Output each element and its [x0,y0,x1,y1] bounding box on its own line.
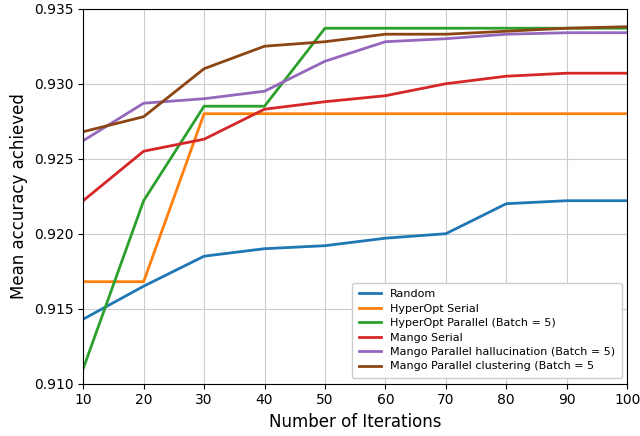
Random [260,246,268,251]
HyperOpt Serial [381,111,389,116]
Mango Parallel clustering (Batch = 5 [502,29,510,34]
Mango Parallel hallucination (Batch = 5) [79,138,87,143]
HyperOpt Parallel (Batch = 5) [623,26,631,31]
Line: HyperOpt Serial: HyperOpt Serial [83,114,627,282]
HyperOpt Parallel (Batch = 5) [200,104,208,109]
HyperOpt Serial [502,111,510,116]
Mango Parallel clustering (Batch = 5 [79,129,87,134]
Mango Serial [260,106,268,112]
Random [200,254,208,259]
Mango Serial [381,93,389,99]
Mango Parallel clustering (Batch = 5 [321,39,329,44]
Mango Serial [321,99,329,104]
Mango Serial [79,198,87,203]
Mango Parallel hallucination (Batch = 5) [321,58,329,64]
HyperOpt Parallel (Batch = 5) [381,26,389,31]
Legend: Random, HyperOpt Serial, HyperOpt Parallel (Batch = 5), Mango Serial, Mango Para: Random, HyperOpt Serial, HyperOpt Parall… [352,283,621,378]
Line: HyperOpt Parallel (Batch = 5): HyperOpt Parallel (Batch = 5) [83,28,627,369]
Mango Parallel hallucination (Batch = 5) [260,89,268,94]
Y-axis label: Mean accuracy achieved: Mean accuracy achieved [10,93,28,299]
Random [442,231,450,236]
Random [140,283,147,289]
Mango Parallel hallucination (Batch = 5) [200,96,208,101]
HyperOpt Serial [563,111,571,116]
Mango Parallel clustering (Batch = 5 [623,24,631,29]
HyperOpt Serial [140,279,147,284]
HyperOpt Serial [260,111,268,116]
Line: Mango Serial: Mango Serial [83,73,627,201]
Mango Parallel clustering (Batch = 5 [260,44,268,49]
HyperOpt Parallel (Batch = 5) [79,366,87,371]
Mango Parallel clustering (Batch = 5 [381,31,389,37]
Line: Mango Parallel hallucination (Batch = 5): Mango Parallel hallucination (Batch = 5) [83,33,627,141]
Line: Mango Parallel clustering (Batch = 5: Mango Parallel clustering (Batch = 5 [83,27,627,132]
Mango Serial [502,74,510,79]
Mango Parallel hallucination (Batch = 5) [381,39,389,44]
Mango Parallel hallucination (Batch = 5) [140,101,147,106]
Mango Parallel clustering (Batch = 5 [140,114,147,119]
Random [502,201,510,206]
Random [563,198,571,203]
HyperOpt Serial [79,279,87,284]
Random [623,198,631,203]
Mango Parallel hallucination (Batch = 5) [502,31,510,37]
HyperOpt Parallel (Batch = 5) [140,198,147,203]
Mango Parallel clustering (Batch = 5 [442,31,450,37]
X-axis label: Number of Iterations: Number of Iterations [269,413,442,431]
Mango Serial [140,149,147,154]
Line: Random: Random [83,201,627,319]
HyperOpt Parallel (Batch = 5) [321,26,329,31]
HyperOpt Serial [623,111,631,116]
Mango Serial [563,71,571,76]
Mango Parallel hallucination (Batch = 5) [563,30,571,35]
HyperOpt Parallel (Batch = 5) [442,26,450,31]
Mango Serial [442,81,450,86]
HyperOpt Parallel (Batch = 5) [260,104,268,109]
Random [321,243,329,249]
Random [381,235,389,241]
Mango Serial [623,71,631,76]
HyperOpt Parallel (Batch = 5) [563,26,571,31]
HyperOpt Parallel (Batch = 5) [502,26,510,31]
Mango Parallel hallucination (Batch = 5) [442,36,450,41]
Mango Parallel hallucination (Batch = 5) [623,30,631,35]
HyperOpt Serial [321,111,329,116]
Random [79,317,87,322]
HyperOpt Serial [200,111,208,116]
HyperOpt Serial [442,111,450,116]
Mango Parallel clustering (Batch = 5 [200,66,208,72]
Mango Parallel clustering (Batch = 5 [563,26,571,31]
Mango Serial [200,136,208,142]
